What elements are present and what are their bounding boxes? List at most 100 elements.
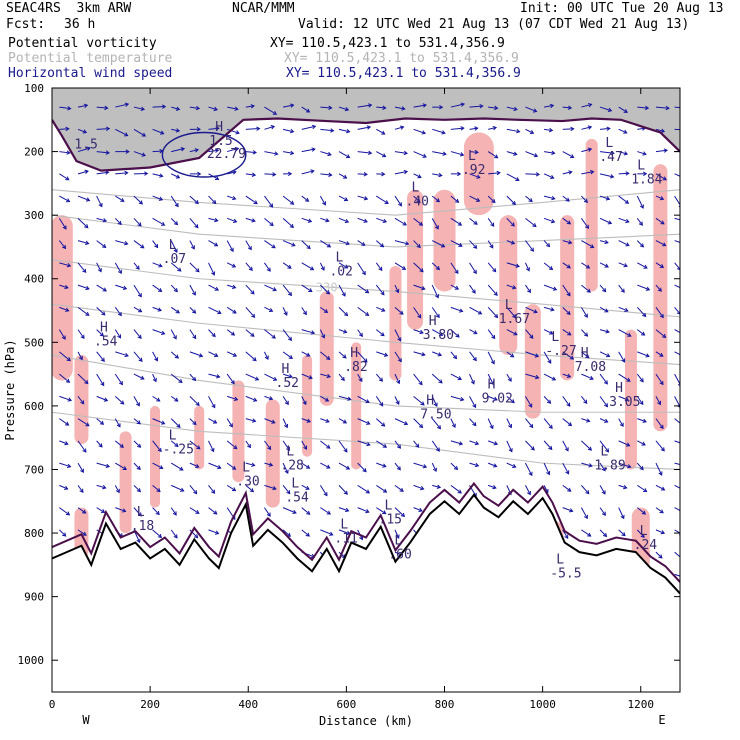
hl-letter: H bbox=[615, 381, 623, 396]
wind-arrow bbox=[208, 396, 216, 409]
wind-arrow bbox=[674, 262, 680, 271]
hl-letter: L bbox=[468, 149, 476, 164]
wind-arrow bbox=[320, 418, 330, 423]
wind-arrow bbox=[581, 440, 593, 451]
wind-arrow bbox=[469, 103, 484, 109]
wind-arrow bbox=[264, 240, 276, 249]
wind-arrow bbox=[115, 170, 129, 176]
wind-arrow bbox=[525, 284, 531, 294]
wind-arrow bbox=[338, 151, 351, 159]
wind-arrow bbox=[59, 262, 72, 268]
wind-arrow bbox=[431, 307, 440, 319]
wind-arrow bbox=[376, 195, 389, 204]
wind-arrow bbox=[581, 351, 590, 359]
wind-arrow bbox=[245, 262, 253, 271]
wind-arrow bbox=[59, 395, 73, 402]
hl-value: 1.84 bbox=[631, 172, 662, 187]
wind-arrow bbox=[264, 418, 276, 424]
wind-arrow bbox=[488, 484, 497, 490]
terrain-line bbox=[52, 493, 680, 595]
wind-arrow bbox=[59, 195, 71, 203]
wind-arrow bbox=[170, 240, 178, 253]
wind-arrow bbox=[338, 284, 346, 297]
wind-arrow bbox=[655, 373, 664, 386]
wind-arrow bbox=[320, 172, 333, 177]
wind-arrow bbox=[282, 418, 289, 429]
wind-arrow bbox=[674, 329, 680, 334]
wind-arrow bbox=[506, 351, 515, 358]
wind-arrow bbox=[189, 284, 196, 296]
wind-arrow bbox=[432, 172, 443, 178]
wind-arrow bbox=[469, 396, 477, 409]
wind-arrow bbox=[562, 462, 570, 475]
wind-arrow bbox=[450, 262, 459, 275]
wind-arrow bbox=[618, 351, 626, 363]
wind-arrow bbox=[59, 106, 72, 111]
wind-arrow bbox=[208, 126, 220, 131]
wind-arrow bbox=[413, 507, 423, 512]
wind-arrow bbox=[115, 351, 129, 358]
wind-arrow bbox=[320, 395, 330, 402]
hl-value: -.27 bbox=[545, 344, 576, 359]
wind-arrow bbox=[77, 128, 88, 134]
wind-arrow bbox=[432, 128, 446, 135]
wind-arrow bbox=[320, 351, 331, 360]
y-tick-label: 800 bbox=[24, 527, 44, 540]
wind-arrow bbox=[319, 485, 328, 497]
wind-arrow bbox=[469, 149, 479, 155]
wind-arrow bbox=[525, 485, 531, 496]
wind-arrow bbox=[357, 125, 372, 130]
wind-arrow bbox=[96, 306, 106, 316]
wind-arrow bbox=[581, 373, 594, 381]
wind-arrow bbox=[450, 306, 464, 313]
wind-arrow bbox=[655, 351, 664, 357]
wind-arrow bbox=[506, 240, 516, 245]
wind-arrow bbox=[282, 351, 293, 360]
wind-arrow bbox=[599, 262, 609, 268]
hl-value: 1.89 bbox=[594, 458, 625, 473]
hl-value: .18 bbox=[131, 519, 154, 534]
wind-arrow bbox=[431, 418, 442, 430]
wind-arrow bbox=[413, 128, 427, 135]
field-wind-coords: XY= 110.5,423.1 to 531.4,356.9 bbox=[286, 66, 521, 81]
wind-arrow bbox=[562, 396, 571, 407]
wind-arrow bbox=[543, 195, 556, 201]
wind-arrow bbox=[450, 126, 465, 131]
wind-arrow bbox=[152, 329, 166, 336]
wind-arrow bbox=[431, 284, 440, 299]
wind-arrow bbox=[394, 507, 406, 518]
wind-arrow bbox=[357, 440, 371, 447]
wind-arrow bbox=[599, 217, 613, 225]
wind-arrow bbox=[543, 462, 551, 476]
hl-letter: H bbox=[426, 394, 434, 409]
wind-arrow bbox=[152, 217, 166, 226]
wind-arrow bbox=[338, 329, 348, 334]
wind-arrow bbox=[450, 240, 463, 247]
wind-arrow bbox=[226, 240, 234, 253]
y-tick-label: 500 bbox=[24, 336, 44, 349]
wind-arrow bbox=[581, 418, 591, 423]
wind-arrow bbox=[264, 106, 278, 115]
wind-arrow bbox=[562, 440, 569, 452]
wind-arrow bbox=[674, 418, 680, 426]
wind-arrow bbox=[226, 484, 237, 492]
wind-arrow bbox=[637, 418, 647, 423]
wind-arrow bbox=[171, 128, 181, 133]
wind-arrow bbox=[394, 125, 405, 130]
hl-letter: H bbox=[429, 314, 437, 329]
wind-arrow bbox=[674, 351, 680, 356]
wind-arrow bbox=[189, 329, 197, 340]
wind-arrow bbox=[636, 195, 644, 209]
wind-arrow bbox=[450, 395, 465, 402]
wind-arrow bbox=[208, 217, 219, 223]
wind-arrow bbox=[562, 507, 574, 513]
wind-arrow bbox=[245, 240, 252, 251]
wind-arrow bbox=[562, 484, 572, 492]
hl-letter: L bbox=[242, 460, 250, 475]
wind-arrow bbox=[413, 329, 424, 335]
wind-arrow bbox=[432, 240, 446, 248]
wind-arrow bbox=[376, 507, 387, 515]
wind-arrow bbox=[544, 150, 556, 155]
wind-arrow bbox=[133, 485, 141, 493]
